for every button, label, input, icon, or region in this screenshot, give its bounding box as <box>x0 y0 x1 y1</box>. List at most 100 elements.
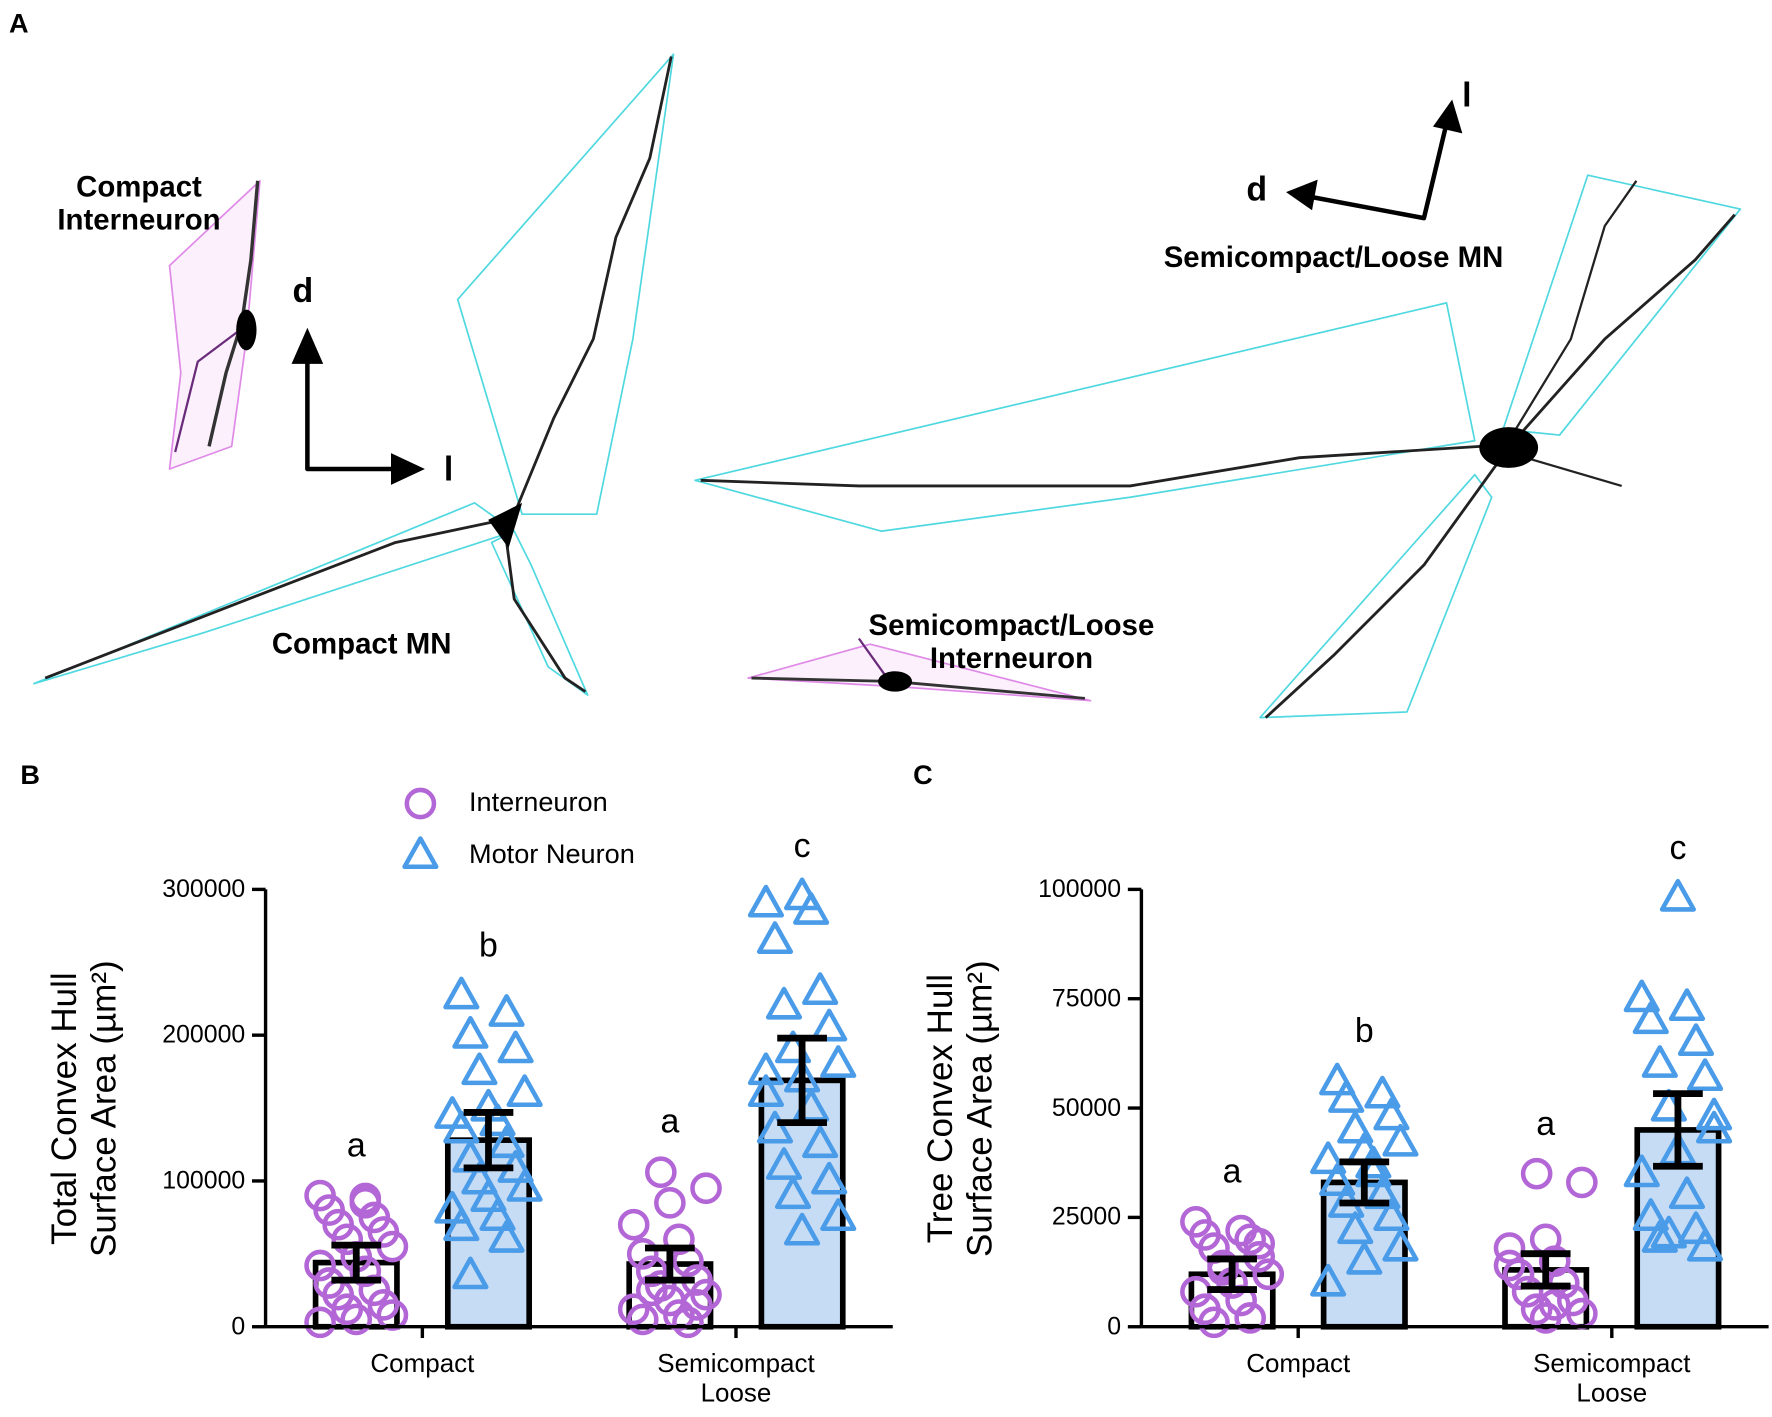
significance-letter: a <box>1222 1153 1242 1191</box>
x-tick-label: Compact <box>1246 1348 1351 1378</box>
y-tick-label: 0 <box>231 1311 246 1340</box>
data-point <box>1382 1123 1419 1157</box>
arrowheads <box>291 99 1463 485</box>
data-point <box>802 972 839 1005</box>
dendrite <box>174 326 244 453</box>
data-point <box>1310 1263 1347 1297</box>
significance-letter: c <box>793 827 811 866</box>
data-point <box>617 1208 650 1241</box>
data-point <box>402 836 439 870</box>
data-point <box>1337 1211 1374 1245</box>
panel-label: A <box>9 8 29 40</box>
significance-letter: a <box>346 1126 366 1165</box>
data-point <box>1234 1302 1266 1334</box>
data-point <box>1623 1154 1660 1188</box>
dendrite <box>1525 456 1623 488</box>
hull <box>747 643 1092 702</box>
axis-direction-label: l <box>1462 77 1472 115</box>
data-point <box>1382 1228 1419 1262</box>
y-tick-label: 200000 <box>162 1020 246 1049</box>
legend-label: Motor Neuron <box>468 839 635 870</box>
soma <box>488 502 523 549</box>
y-tick-label: 100000 <box>162 1165 246 1195</box>
data-point <box>802 1125 839 1159</box>
data-point <box>1695 1097 1733 1131</box>
panel-a-drawings <box>33 53 1742 719</box>
data-point <box>756 921 794 954</box>
y-axis-label: Total Convex Hull Surface Area (µm²) <box>44 959 124 1257</box>
data-point <box>1520 1157 1553 1190</box>
soma <box>236 309 257 351</box>
data-point <box>820 1045 857 1078</box>
significance-letter: a <box>660 1103 680 1141</box>
x-tick-label: Compact <box>370 1348 475 1378</box>
data-point <box>434 1190 471 1224</box>
data-point <box>470 1179 507 1213</box>
data-point <box>811 1161 848 1195</box>
data-point <box>774 1176 812 1210</box>
data-point <box>672 1306 704 1339</box>
data-point <box>747 884 785 918</box>
data-point <box>1328 1080 1365 1113</box>
data-point <box>811 1008 848 1042</box>
hull <box>490 530 589 696</box>
data-point <box>443 1110 480 1144</box>
neuron-label: Semicompact/Loose MN <box>1163 240 1504 274</box>
dendrite <box>857 637 889 679</box>
data-point <box>1623 979 1660 1013</box>
data-point <box>331 1223 364 1256</box>
data-point <box>1538 1289 1571 1321</box>
data-point <box>349 1255 382 1288</box>
data-point <box>479 1198 516 1231</box>
data-point <box>663 1299 695 1331</box>
data-point <box>1198 1306 1230 1339</box>
data-point <box>1252 1258 1285 1291</box>
data-point <box>340 1303 373 1336</box>
data-point <box>793 892 830 925</box>
data-point <box>1337 1110 1374 1144</box>
neuron-label: Semicompact/Loose Interneuron <box>868 607 1155 675</box>
data-point <box>1677 1023 1715 1057</box>
data-point <box>488 994 525 1027</box>
data-point <box>617 1293 650 1326</box>
dendrite <box>1264 462 1499 719</box>
y-tick-label: 100000 <box>1038 874 1122 903</box>
x-tick-label: Semicompact Loose <box>657 1348 815 1407</box>
data-point <box>1566 1166 1598 1199</box>
arrow <box>1296 118 1450 221</box>
axis-direction-label: d <box>292 272 314 310</box>
neuron-label: Compact MN <box>271 626 452 661</box>
data-point <box>367 1289 400 1321</box>
data-point <box>1502 1258 1535 1291</box>
data-point <box>488 1125 525 1159</box>
data-point <box>1364 1075 1401 1109</box>
legend-label: Interneuron <box>468 787 608 818</box>
data-point <box>1243 1227 1276 1260</box>
data-point <box>443 976 480 1010</box>
data-point <box>1650 1215 1687 1249</box>
data-point <box>1668 1176 1706 1210</box>
data-point <box>626 1238 659 1270</box>
data-point <box>331 1293 364 1326</box>
arrowhead <box>391 453 425 485</box>
data-point <box>1668 988 1706 1022</box>
dendrite <box>503 530 587 693</box>
data-point <box>461 1161 498 1195</box>
data-point <box>506 1169 543 1202</box>
data-point <box>784 1212 821 1246</box>
dendrite <box>1507 180 1638 442</box>
soma <box>1479 427 1539 468</box>
significance-letter: b <box>1354 1013 1374 1051</box>
data-point <box>1632 1198 1669 1231</box>
data-point <box>1677 1211 1715 1245</box>
y-tick-label: 300000 <box>162 874 246 903</box>
data-point <box>747 1074 785 1108</box>
arrowhead <box>1286 179 1318 211</box>
data-point <box>1319 1062 1356 1096</box>
data-point <box>1310 1141 1347 1175</box>
y-axis-label: Tree Convex Hull Surface Area (µm²) <box>920 959 1000 1257</box>
data-point <box>376 1299 409 1331</box>
axis-arrows <box>305 118 1450 472</box>
data-point <box>349 1182 382 1215</box>
